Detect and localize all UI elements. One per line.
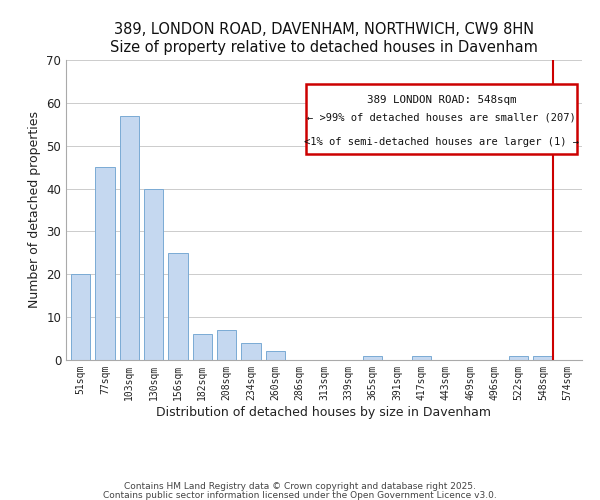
Bar bbox=[217, 330, 236, 360]
X-axis label: Distribution of detached houses by size in Davenham: Distribution of detached houses by size … bbox=[157, 406, 491, 418]
Bar bbox=[241, 343, 261, 360]
Bar bbox=[71, 274, 91, 360]
Bar bbox=[168, 253, 188, 360]
FancyBboxPatch shape bbox=[306, 84, 577, 154]
Bar bbox=[95, 167, 115, 360]
Bar bbox=[363, 356, 382, 360]
Bar bbox=[509, 356, 529, 360]
Title: 389, LONDON ROAD, DAVENHAM, NORTHWICH, CW9 8HN
Size of property relative to deta: 389, LONDON ROAD, DAVENHAM, NORTHWICH, C… bbox=[110, 22, 538, 54]
Bar bbox=[119, 116, 139, 360]
Text: <1% of semi-detached houses are larger (1) →: <1% of semi-detached houses are larger (… bbox=[304, 137, 579, 147]
Bar bbox=[266, 352, 285, 360]
Bar bbox=[533, 356, 553, 360]
Y-axis label: Number of detached properties: Number of detached properties bbox=[28, 112, 41, 308]
Bar bbox=[144, 188, 163, 360]
Bar bbox=[412, 356, 431, 360]
Text: 389 LONDON ROAD: 548sqm: 389 LONDON ROAD: 548sqm bbox=[367, 94, 516, 104]
Bar bbox=[193, 334, 212, 360]
Text: ← >99% of detached houses are smaller (207): ← >99% of detached houses are smaller (2… bbox=[307, 113, 576, 123]
Text: Contains public sector information licensed under the Open Government Licence v3: Contains public sector information licen… bbox=[103, 490, 497, 500]
Text: Contains HM Land Registry data © Crown copyright and database right 2025.: Contains HM Land Registry data © Crown c… bbox=[124, 482, 476, 491]
